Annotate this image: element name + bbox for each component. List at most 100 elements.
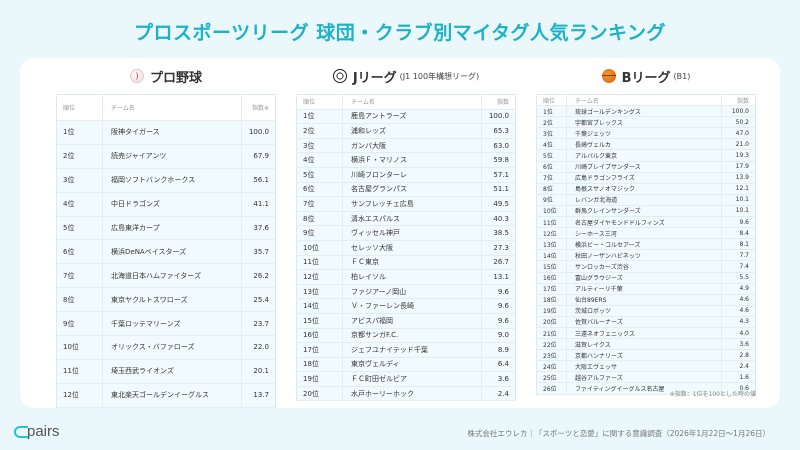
team-cell: 横浜ビー・コルセアーズ xyxy=(566,238,722,251)
index-cell: 3.6 xyxy=(721,338,756,351)
team-cell: 横浜DeNAベイスターズ xyxy=(102,239,242,265)
rank-cell: 2位 xyxy=(56,144,103,169)
rank-cell: 6位 xyxy=(536,161,567,173)
baseball-panel: プロ野球 順位 チーム名 指数※ 1位 阪神タイガース 100.0 2位 読売ジャイアン… xyxy=(56,58,276,408)
index-cell: 9.6 xyxy=(481,313,516,329)
jleague-subtitle: (J1 100年構想リーグ) xyxy=(399,71,480,81)
index-cell: 2.4 xyxy=(721,360,756,373)
team-cell: 三遠ネオフェニックス xyxy=(566,327,722,340)
table-row: 2位 読売ジャイアンツ 67.9 xyxy=(56,144,276,169)
rank-cell: 23位 xyxy=(536,349,567,362)
table-row: 15位 アビスパ福岡 9.6 xyxy=(296,313,516,329)
index-cell: 4.0 xyxy=(721,327,756,340)
baseball-table: 順位 チーム名 指数※ 1位 阪神タイガース 100.0 2位 読売ジャイアンツ 67.9… xyxy=(56,94,276,408)
rank-cell: 15位 xyxy=(296,313,343,329)
rank-cell: 17位 xyxy=(536,283,567,295)
index-cell: 37.6 xyxy=(241,216,276,241)
bleague-subtitle: (B1) xyxy=(673,71,691,81)
team-cell: 佐賀バルーナーズ xyxy=(566,316,722,328)
rank-cell: 7位 xyxy=(56,263,103,289)
cloud-icon xyxy=(14,425,28,438)
table-row: 2位 浦和レッズ 65.3 xyxy=(296,123,516,139)
rank-cell: 1位 xyxy=(536,105,567,118)
index-cell: 26.2 xyxy=(241,263,276,289)
team-cell: ヴィッセル神戸 xyxy=(342,225,482,241)
rank-cell: 2位 xyxy=(536,116,567,129)
table-row: 15位 サンロッカーズ渋谷 7.4 xyxy=(536,260,756,273)
col-team: チーム名 xyxy=(102,94,242,121)
team-cell: ファイティングイーグルス名古屋 xyxy=(566,382,722,395)
index-cell: 4.6 xyxy=(721,305,756,317)
team-cell: ジェフユナイテッド千葉 xyxy=(342,342,482,358)
table-row: 5位 アルバルク東京 19.3 xyxy=(536,149,756,162)
index-cell: 100.0 xyxy=(721,105,756,118)
index-cell: 7.7 xyxy=(721,249,756,262)
index-cell: 67.9 xyxy=(241,144,276,169)
table-row: 24位 大阪エヴェッサ 2.4 xyxy=(536,360,756,373)
table-row: 26位 ファイティングイーグルス名古屋 0.6 xyxy=(536,382,756,395)
index-cell: 47.0 xyxy=(721,127,756,140)
rank-cell: 6位 xyxy=(56,239,103,265)
index-cell: 9.6 xyxy=(481,298,516,314)
rank-cell: 22位 xyxy=(536,338,567,351)
basketball-icon xyxy=(601,69,616,83)
index-cell: 10.1 xyxy=(721,194,756,206)
team-cell: Ｖ・ファーレン長崎 xyxy=(342,298,482,314)
table-row: 12位 柏レイソル 13.1 xyxy=(296,269,516,285)
team-cell: 京都ハンナリーズ xyxy=(566,349,722,362)
team-cell: 北海道日本ハムファイターズ xyxy=(102,263,242,289)
index-cell: 56.1 xyxy=(241,168,276,193)
table-row: 3位 ガンバ大阪 63.0 xyxy=(296,138,516,154)
table-row: 11位 名古屋ダイヤモンドドルフィンズ 9.6 xyxy=(536,216,756,229)
team-cell: 水戸ホーリーホック xyxy=(342,386,482,402)
jleague-title: Jリーグ xyxy=(352,70,397,86)
table-row: 10位 群馬クレインサンダーズ 10.1 xyxy=(536,205,756,218)
index-cell: 2.8 xyxy=(721,349,756,362)
table-row: 12位 シーホース三河 8.4 xyxy=(536,227,756,240)
rank-cell: 4位 xyxy=(56,192,103,217)
index-cell: 100.0 xyxy=(481,109,516,125)
soccer-ball-icon xyxy=(332,69,347,83)
index-cell: 4.9 xyxy=(721,283,756,295)
team-cell: オリックス・バファローズ xyxy=(102,335,242,360)
index-cell: 41.1 xyxy=(241,192,276,217)
team-cell: 広島ドラゴンフライズ xyxy=(566,172,722,184)
team-cell: 埼玉西武ライオンズ xyxy=(102,359,242,384)
rank-cell: 2位 xyxy=(296,123,343,139)
table-row: 8位 島根スサノオマジック 12.1 xyxy=(536,183,756,195)
table-row: 1位 阪神タイガース 100.0 xyxy=(56,120,276,145)
table-row: 19位 茨城ロボッツ 4.6 xyxy=(536,305,756,317)
rank-cell: 18位 xyxy=(536,294,567,306)
col-rank: 順位 xyxy=(296,94,343,110)
table-row: 1位 鹿島アントラーズ 100.0 xyxy=(296,109,516,125)
rank-cell: 16位 xyxy=(296,328,343,344)
team-cell: 広島東洋カープ xyxy=(102,216,242,241)
team-cell: アルティーリ千葉 xyxy=(566,283,722,295)
table-row: 2位 宇都宮ブレックス 50.2 xyxy=(536,116,756,129)
team-cell: 群馬クレインサンダーズ xyxy=(566,205,722,218)
team-cell: 仙台89ERS xyxy=(566,294,722,306)
index-cell: 65.3 xyxy=(481,123,516,139)
baseball-heading: プロ野球 xyxy=(56,58,276,94)
rank-cell: 7位 xyxy=(536,172,567,184)
rank-cell: 16位 xyxy=(536,272,567,284)
index-cell: 1.6 xyxy=(721,371,756,384)
index-cell: 0.6 xyxy=(721,382,756,395)
rank-cell: 15位 xyxy=(536,260,567,273)
rank-cell: 3位 xyxy=(56,168,103,193)
pairs-logo: pairs xyxy=(14,423,60,440)
bleague-panel: Bリーグ (B1) 順位 チーム名 指数 1位 琉球ゴールデンキングス 100.0 2… xyxy=(536,58,756,395)
index-cell: 17.9 xyxy=(721,161,756,173)
table-row: 17位 ジェフユナイテッド千葉 8.9 xyxy=(296,342,516,358)
index-cell: 51.1 xyxy=(481,182,516,198)
team-cell: 京都サンガF.C. xyxy=(342,328,482,344)
index-cell: 59.8 xyxy=(481,152,516,168)
team-cell: 柏レイソル xyxy=(342,269,482,285)
team-cell: 宇都宮ブレックス xyxy=(566,116,722,129)
rank-cell: 19位 xyxy=(296,371,343,387)
rank-cell: 4位 xyxy=(536,138,567,151)
index-cell: 4.6 xyxy=(721,294,756,306)
team-cell: ＦＣ東京 xyxy=(342,255,482,271)
team-cell: 中日ドラゴンズ xyxy=(102,192,242,217)
table-row: 9位 千葉ロッテマリーンズ 23.7 xyxy=(56,311,276,337)
